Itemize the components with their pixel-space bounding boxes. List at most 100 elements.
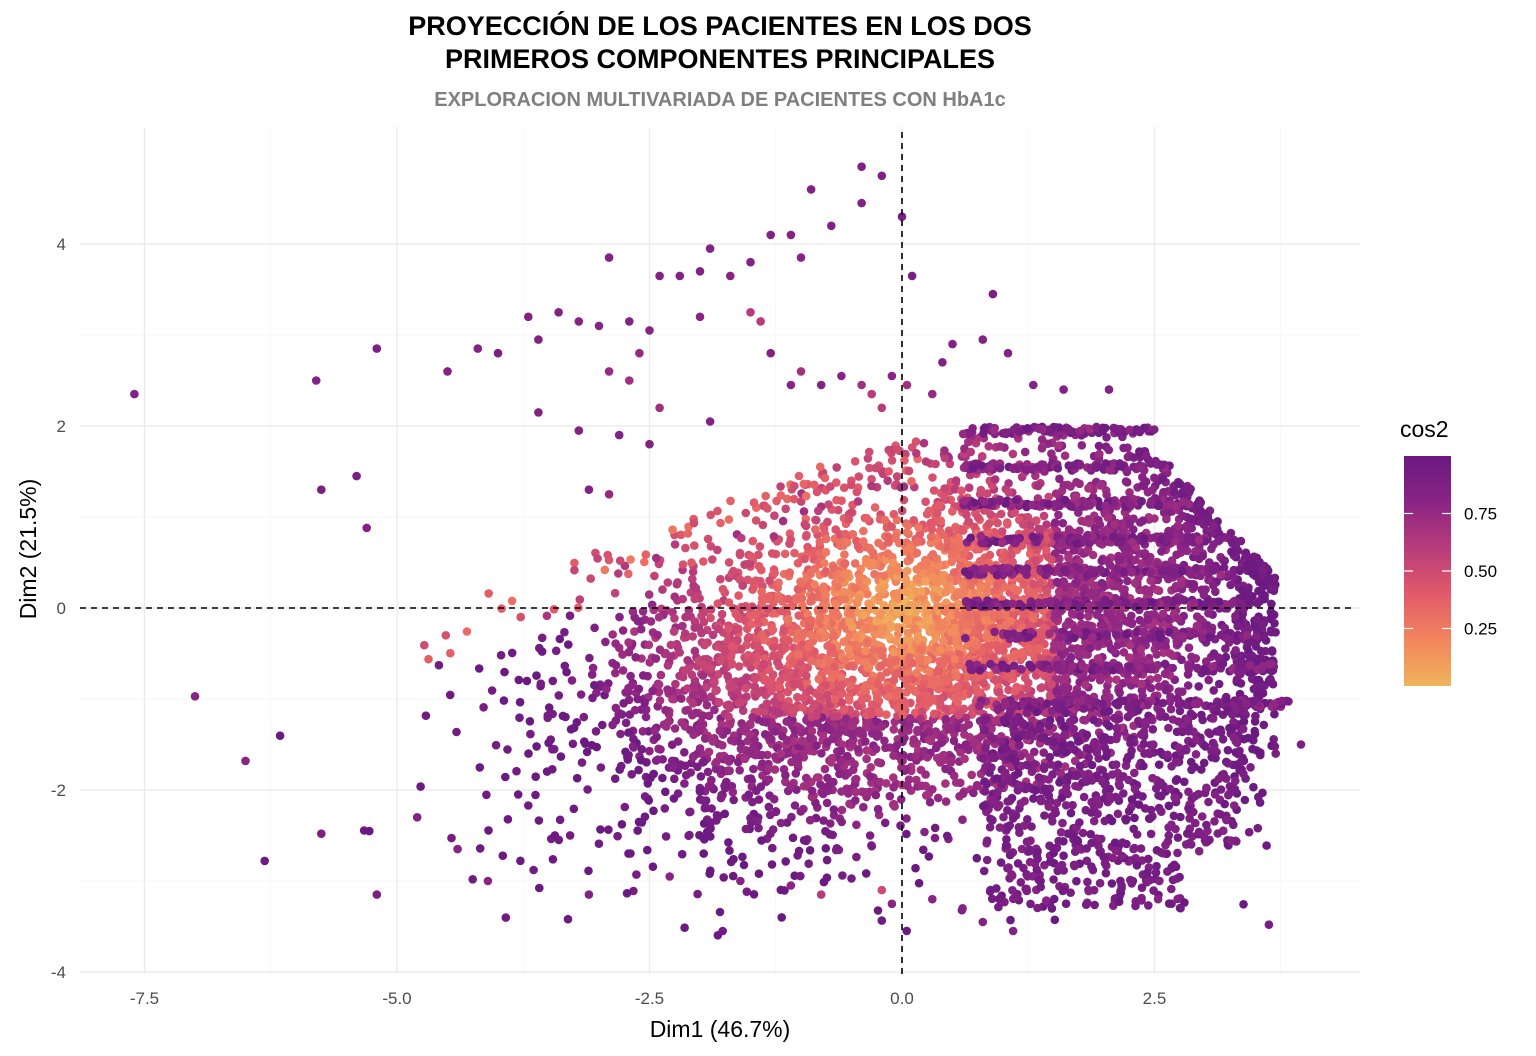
data-point [1226,528,1236,538]
data-point [618,626,628,635]
data-point [594,839,604,848]
data-point [959,723,969,732]
data-point [500,667,509,677]
data-point [645,746,654,756]
data-point [526,729,535,739]
data-point [535,883,544,893]
data-point [677,694,686,703]
data-point [1114,779,1124,789]
data-point [717,609,727,619]
data-point [936,541,945,551]
data-point [693,762,702,772]
data-point [758,520,768,530]
data-point [724,624,733,633]
data-point [889,783,898,792]
data-point [913,725,922,735]
data-point [654,744,663,754]
data-point [699,557,708,566]
data-point [591,727,601,736]
data-point [1142,586,1152,595]
data-point [668,525,677,534]
data-point [585,653,594,663]
data-point [750,610,760,619]
data-point [782,736,792,745]
data-point [716,574,725,584]
data-point [724,515,734,524]
data-point [729,692,739,702]
data-point [802,530,811,540]
data-point [917,645,926,655]
data-point [921,577,930,586]
data-point [614,569,623,578]
data-point [849,765,858,775]
data-point [826,482,835,491]
data-point [1044,492,1053,502]
data-point [1037,683,1047,692]
data-point [1192,612,1202,621]
data-point [767,686,776,696]
data-point [916,714,925,724]
data-point [577,758,587,767]
data-point [794,471,804,481]
data-point [611,661,621,670]
data-point [742,673,751,682]
data-point [670,774,679,784]
data-point [514,675,524,685]
data-point [783,614,793,624]
data-point [734,591,743,600]
data-point [949,771,959,781]
data-point [806,616,815,625]
data-point [760,674,770,684]
data-point [668,763,678,772]
data-point [889,725,899,734]
data-point [889,751,898,760]
data-point [661,832,671,841]
data-point [954,533,963,542]
data-point [715,726,725,735]
data-point [902,814,911,823]
data-point [939,530,948,540]
data-point [936,516,946,526]
data-point [1035,644,1044,653]
data-point [600,565,610,575]
data-point [757,565,766,575]
data-point [951,476,961,485]
data-point [572,773,582,783]
data-point [646,773,655,783]
data-point [630,627,639,636]
data-point [515,713,524,722]
data-point [618,666,628,675]
data-point [260,856,270,866]
data-point [484,589,494,598]
data-point [780,886,789,895]
data-point [1239,900,1248,909]
data-point [778,516,788,526]
data-point [1127,619,1137,629]
data-point [1042,545,1051,555]
data-point [821,826,830,836]
data-point [848,529,858,539]
data-point [889,773,898,782]
data-point [1032,516,1041,525]
data-point [812,711,821,721]
data-point [697,628,706,638]
data-point [939,637,948,646]
data-point [725,703,734,713]
data-point [940,484,949,493]
data-point [812,741,821,750]
data-point [776,818,786,828]
data-point [673,578,682,587]
data-point [861,869,871,878]
data-point [810,580,819,589]
data-point [663,578,673,587]
data-point [1270,619,1279,628]
data-point [524,749,533,758]
data-point [1164,801,1174,811]
data-point [1084,484,1093,493]
data-point [850,583,859,593]
data-point [704,747,714,757]
data-point [680,629,690,638]
data-point [1157,547,1166,556]
data-point [603,550,612,560]
data-point [702,700,712,710]
